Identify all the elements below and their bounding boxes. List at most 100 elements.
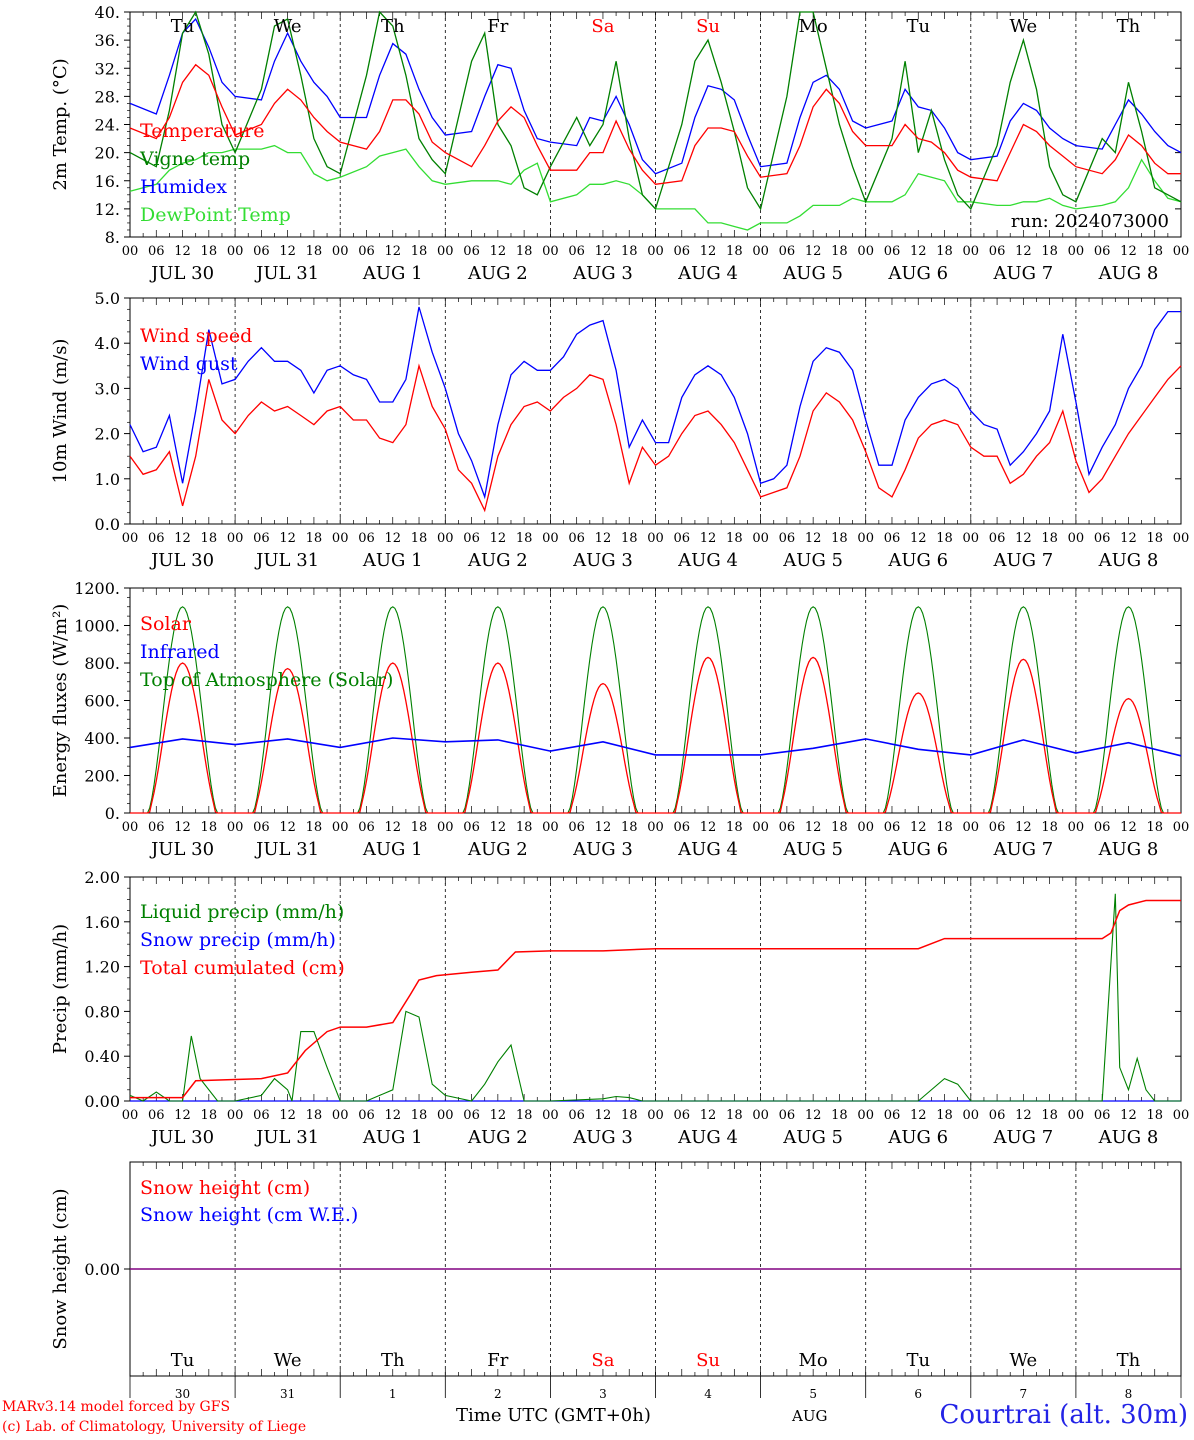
precip-hour-tick-label: 06 [148, 1108, 165, 1123]
energy-y-tick-label: 1200. [74, 579, 120, 598]
temp-hour-tick-label: 12 [805, 244, 822, 259]
temp-hour-tick-label: 18 [1041, 244, 1058, 259]
energy-y-axis-label: Energy fluxes (W/m²) [50, 604, 71, 798]
energy-hour-tick-label: 00 [857, 820, 874, 835]
precip-hour-tick-label: 18 [621, 1108, 638, 1123]
temp-hour-tick-label: 00 [963, 244, 980, 259]
series-temperature [129, 63, 1181, 185]
energy-hour-tick-label: 18 [1041, 820, 1058, 835]
precip-hour-tick-label: 00 [542, 1108, 559, 1123]
temp-hour-tick-label: 18 [1146, 244, 1163, 259]
temp-hour-tick-label: 06 [674, 244, 691, 259]
temp-hour-tick-label: 18 [201, 244, 218, 259]
temp-hour-tick-label: 06 [1094, 244, 1111, 259]
wind-hour-tick-label: 18 [201, 531, 218, 546]
precip-hour-tick-label: 12 [279, 1108, 296, 1123]
panel-wind: 0.0 1.0 2.0 3.0 4.0 5.0 10m Wind (m/s) 00 06 12 18… [50, 289, 1189, 571]
temp-y-tick-label: 28. [95, 87, 120, 106]
wind-hour-tick-label: 06 [463, 531, 480, 546]
energy-hour-tick-label: 12 [910, 820, 927, 835]
day-name-label: Sa [591, 16, 614, 37]
bottom-day-number: 3 [599, 1387, 607, 1401]
bottom-day-number: 4 [704, 1387, 712, 1401]
precip-date-label: AUG 5 [782, 1127, 843, 1148]
temp-hour-tick-label: 06 [358, 244, 375, 259]
wind-hour-tick-label: 00 [1068, 531, 1085, 546]
temp-date-label: AUG 4 [677, 263, 738, 284]
energy-hour-tick-label: 18 [411, 820, 428, 835]
temp-hour-tick-label: 12 [384, 244, 401, 259]
precip-hour-tick-label: 18 [306, 1108, 323, 1123]
wind-hour-tick-label: 12 [174, 531, 191, 546]
energy-date-label: AUG 2 [467, 839, 528, 860]
wind-hour-tick-label: 18 [936, 531, 953, 546]
wind-hour-tick-label: 00 [227, 531, 244, 546]
energy-hour-tick-label: 00 [963, 820, 980, 835]
energy-hour-tick-label: 00 [332, 820, 349, 835]
energy-hour-tick-label: 18 [1146, 820, 1163, 835]
bottom-day-name: Fr [487, 1350, 508, 1371]
wind-hour-tick-label: 18 [621, 531, 638, 546]
energy-hour-tick-label: 18 [831, 820, 848, 835]
energy-legend-entry: Infrared [140, 641, 220, 663]
energy-hour-tick-label: 06 [674, 820, 691, 835]
temp-y-tick-label: 12. [95, 200, 120, 219]
bottom-day-number: 8 [1125, 1387, 1133, 1401]
wind-hour-tick-label: 12 [384, 531, 401, 546]
panel-snow: 0.00 Snow height (cm) Tu We Th Fr Sa Su Mo Tu We Th… [50, 1161, 1182, 1401]
precip-hour-tick-label: 00 [332, 1108, 349, 1123]
energy-y-tick-label: 200. [84, 767, 120, 786]
precip-y-tick-label: 0.80 [84, 1002, 120, 1021]
day-name-label: Mo [799, 16, 828, 37]
wind-date-label: AUG 4 [677, 550, 738, 571]
wind-hour-tick-label: 18 [726, 531, 743, 546]
wind-hour-tick-label: 18 [1041, 531, 1058, 546]
bottom-day-number: 30 [175, 1387, 190, 1401]
x-axis-label: Time UTC (GMT+0h) [456, 1405, 651, 1426]
precip-hour-tick-label: 12 [1120, 1108, 1137, 1123]
precip-legend-entry: Total cumulated (cm) [140, 957, 345, 979]
wind-hour-tick-label: 06 [358, 531, 375, 546]
energy-legend-entry: Solar [140, 613, 192, 635]
series-wind-gust [129, 306, 1181, 500]
wind-y-tick-label: 2.0 [95, 425, 120, 444]
series-total-cumulated [130, 899, 1181, 1099]
temp-legend-entry: DewPoint Temp [140, 204, 291, 226]
precip-hour-tick-label: 00 [122, 1108, 139, 1123]
precip-y-tick-label: 1.20 [84, 958, 120, 977]
temp-legend-entry: Vigne temp [139, 148, 250, 170]
precip-hour-tick-label: 12 [805, 1108, 822, 1123]
bottom-day-name: We [1010, 1350, 1038, 1371]
temp-hour-tick-label: 18 [831, 244, 848, 259]
temp-y-tick-label: 40. [95, 3, 120, 22]
precip-legend-entry: Snow precip (mm/h) [140, 929, 336, 951]
precip-hour-tick-label: 06 [253, 1108, 270, 1123]
energy-hour-tick-label: 12 [595, 820, 612, 835]
temp-legend-entry: Humidex [140, 176, 227, 198]
energy-date-label: AUG 1 [362, 839, 423, 860]
temp-hour-tick-label: 06 [253, 244, 270, 259]
temp-hour-tick-label: 12 [1015, 244, 1032, 259]
energy-date-label: AUG 8 [1098, 839, 1159, 860]
wind-date-label: AUG 6 [887, 550, 948, 571]
energy-hour-tick-label: 18 [201, 820, 218, 835]
energy-date-label: AUG 6 [887, 839, 948, 860]
precip-legend-entry: Liquid precip (mm/h) [140, 901, 344, 923]
wind-hour-tick-label: 12 [910, 531, 927, 546]
energy-hour-tick-label: 18 [306, 820, 323, 835]
precip-hour-tick-label: 00 [227, 1108, 244, 1123]
wind-date-label: AUG 1 [362, 550, 423, 571]
precip-hour-tick-label: 06 [674, 1108, 691, 1123]
wind-hour-tick-label: 18 [306, 531, 323, 546]
energy-hour-tick-label: 06 [1094, 820, 1111, 835]
precip-hour-tick-label: 00 [963, 1108, 980, 1123]
temp-hour-tick-label: 00 [227, 244, 244, 259]
temp-y-tick-label: 20. [95, 144, 120, 163]
precip-hour-tick-label: 18 [516, 1108, 533, 1123]
temp-date-label: AUG 1 [362, 263, 423, 284]
wind-hour-tick-label: 00 [1173, 531, 1190, 546]
temp-hour-tick-label: 00 [1173, 244, 1190, 259]
energy-hour-tick-label: 06 [463, 820, 480, 835]
wind-hour-tick-label: 06 [1094, 531, 1111, 546]
wind-hour-tick-label: 00 [122, 531, 139, 546]
